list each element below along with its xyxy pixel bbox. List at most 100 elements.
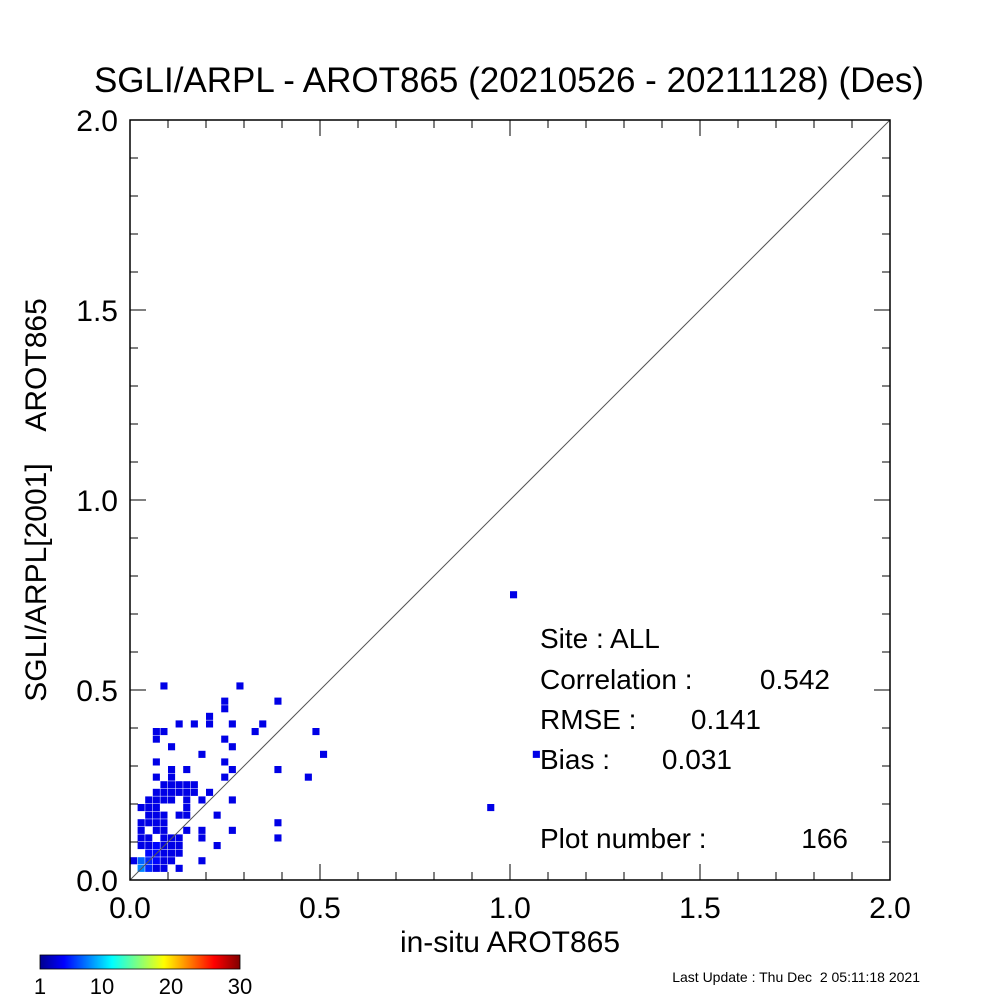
site-text: Site : ALL [540,623,660,654]
colorbar-tick-label: 1 [34,974,46,999]
x-tick-labels: 0.0 0.5 1.0 1.5 2.0 [109,892,911,925]
x-tick-label: 0.0 [109,892,151,925]
heatmap-cell [228,826,236,834]
heatmap-cell [198,857,206,865]
heatmap-cell [228,743,236,751]
heatmap-cell [152,842,160,850]
heatmap-cell [213,811,221,819]
heatmap-cell [152,826,160,834]
heatmap-cell [168,849,176,857]
heatmap-cell [221,773,229,781]
heatmap-cell [152,735,160,743]
y-axis-label: SGLI/ARPL[2001] AROT865 [20,298,53,702]
heatmap-cell [175,842,183,850]
heatmap-cell [228,796,236,804]
heatmap-cell [304,773,312,781]
heatmap-cell [160,857,168,865]
heatmap-cell [274,697,282,705]
heatmap-cell [175,834,183,842]
heatmap-cell [152,819,160,827]
heatmap-cell [160,788,168,796]
heatmap-cell [160,849,168,857]
last-update-text: Last Update : Thu Dec 2 05:11:18 2021 [672,969,920,985]
heatmap-cell [160,826,168,834]
heatmap-cell [206,712,214,720]
heatmap-cell [183,788,191,796]
rmse-label: RMSE : [540,704,636,735]
heatmap-cell [145,819,153,827]
heatmap-cell [221,758,229,766]
heatmap-cell [145,842,153,850]
heatmap-cell [137,834,145,842]
heatmap-cell [152,788,160,796]
colorbar: 1 10 20 30 [34,954,252,999]
heatmap-cell [206,720,214,728]
correlation-label: Correlation : [540,664,693,695]
heatmap-cell [160,781,168,789]
heatmap-cell [221,705,229,713]
axis-ticks [129,119,891,881]
heatmap-cell [168,796,176,804]
heatmap-cell [137,804,145,812]
heatmap-cell [175,811,183,819]
heatmap-cell [259,720,267,728]
heatmap-cell [190,781,198,789]
correlation-value: 0.542 [760,664,830,695]
heatmap-cell [175,720,183,728]
heatmap-cell [183,804,191,812]
heatmap-cell [160,682,168,690]
heatmap-cell [510,591,518,599]
colorbar-tick-label: 30 [228,974,252,999]
heatmap-cell [145,834,153,842]
heatmap-cell [145,849,153,857]
heatmap-cell [137,826,145,834]
heatmap-cell [251,728,259,736]
heatmap-cell [137,842,145,850]
x-axis-label: in-situ AROT865 [400,926,620,959]
x-tick-label: 1.5 [679,892,721,925]
heatmap-cell [168,842,176,850]
heatmap-cell [152,864,160,872]
heatmap-cell [168,773,176,781]
heatmap-cell [190,788,198,796]
heatmap-cell [160,796,168,804]
heatmap-cell [532,750,540,758]
heatmap-cell [487,804,495,812]
x-tick-label: 0.5 [299,892,341,925]
colorbar-tick-label: 20 [159,974,183,999]
colorbar-tick-label: 10 [90,974,114,999]
heatmap-cell [274,819,282,827]
heatmap-cell [168,781,176,789]
heatmap-cell [228,766,236,774]
heatmap-cell [152,758,160,766]
heatmap-cell [228,720,236,728]
heatmap-cell [183,796,191,804]
heatmap-cell [198,750,206,758]
heatmap-cell [152,811,160,819]
heatmap-cell [168,766,176,774]
heatmap-cell [160,864,168,872]
heatmap-cell [198,834,206,842]
heatmap-cell [152,773,160,781]
heatmap-cell [312,728,320,736]
heatmap-cell [198,796,206,804]
heatmap-cell [160,819,168,827]
heatmap-cell [183,766,191,774]
heatmap-cell [145,804,153,812]
stats-block: Site : ALL Correlation : 0.542 RMSE : 0.… [540,623,848,854]
heatmap-cell [274,834,282,842]
plot-number-value: 166 [801,823,848,854]
heatmap-cell [168,857,176,865]
bias-label: Bias : [540,744,610,775]
heatmap-cell [160,728,168,736]
heatmap-cell [130,857,138,865]
y-tick-label: 0.0 [76,865,118,898]
colorbar-gradient [39,954,241,970]
heatmap-cell [145,796,153,804]
rmse-value: 0.141 [691,704,761,735]
heatmap-cell [175,781,183,789]
heatmap-cell [198,826,206,834]
heatmap-cell [137,857,145,865]
chart-title: SGLI/ARPL - AROT865 (20210526 - 20211128… [94,61,924,100]
